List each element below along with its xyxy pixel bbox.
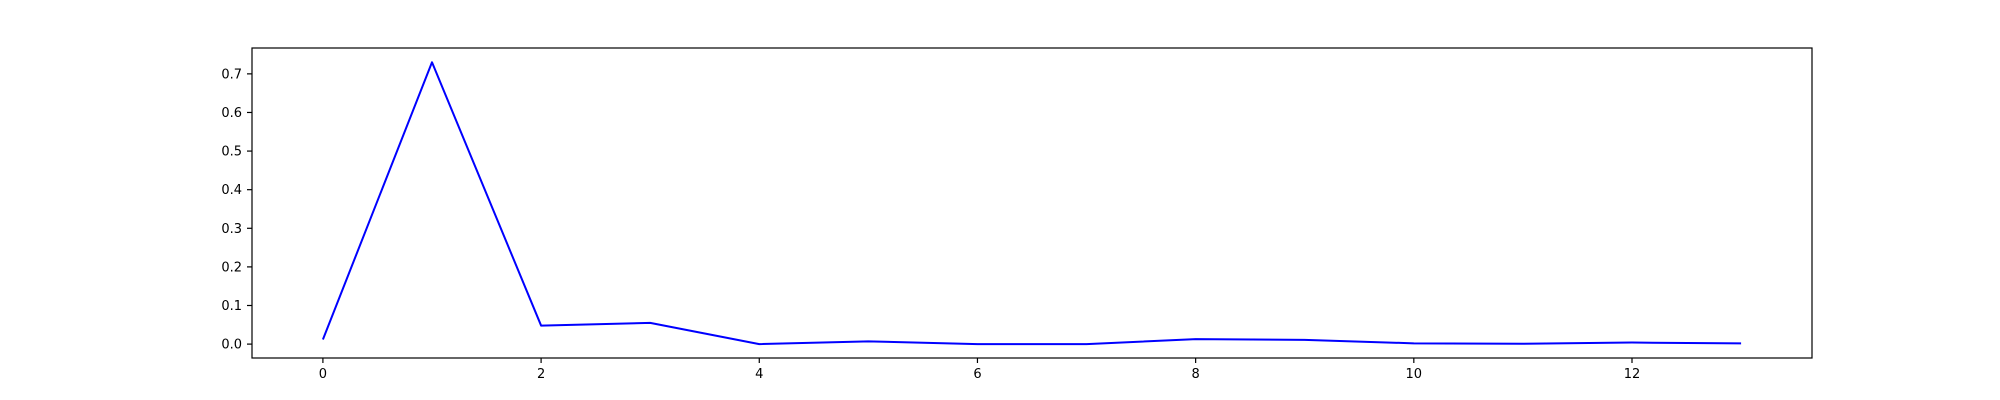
x-tick-label: 6 — [973, 367, 981, 382]
x-axis: 0 2 4 6 8 10 12 — [319, 358, 1641, 382]
x-tick-label: 0 — [319, 367, 327, 382]
y-tick-label: 0.5 — [221, 145, 242, 160]
x-tick-label: 8 — [1191, 367, 1199, 382]
x-tick-label: 4 — [755, 367, 763, 382]
y-tick-label: 0.6 — [221, 106, 242, 121]
axes-frame — [251, 47, 1813, 359]
x-tick-label: 2 — [537, 367, 545, 382]
y-tick-label: 0.7 — [221, 67, 242, 82]
y-tick-label: 0.4 — [221, 183, 242, 198]
y-tick-label: 0.1 — [221, 299, 242, 314]
y-tick-label: 0.3 — [221, 222, 242, 237]
x-tick-label: 10 — [1406, 367, 1423, 382]
plot-area: 0 2 4 6 8 10 12 0.0 0.1 0.2 0.3 0.4 0.5 0.6 0.7 — [221, 47, 1813, 382]
y-tick-label: 0.2 — [221, 260, 242, 275]
x-tick-label: 12 — [1624, 367, 1641, 382]
series-line — [321, 61, 1742, 346]
y-tick-label: 0.0 — [221, 338, 242, 353]
y-axis: 0.0 0.1 0.2 0.3 0.4 0.5 0.6 0.7 — [221, 67, 252, 353]
